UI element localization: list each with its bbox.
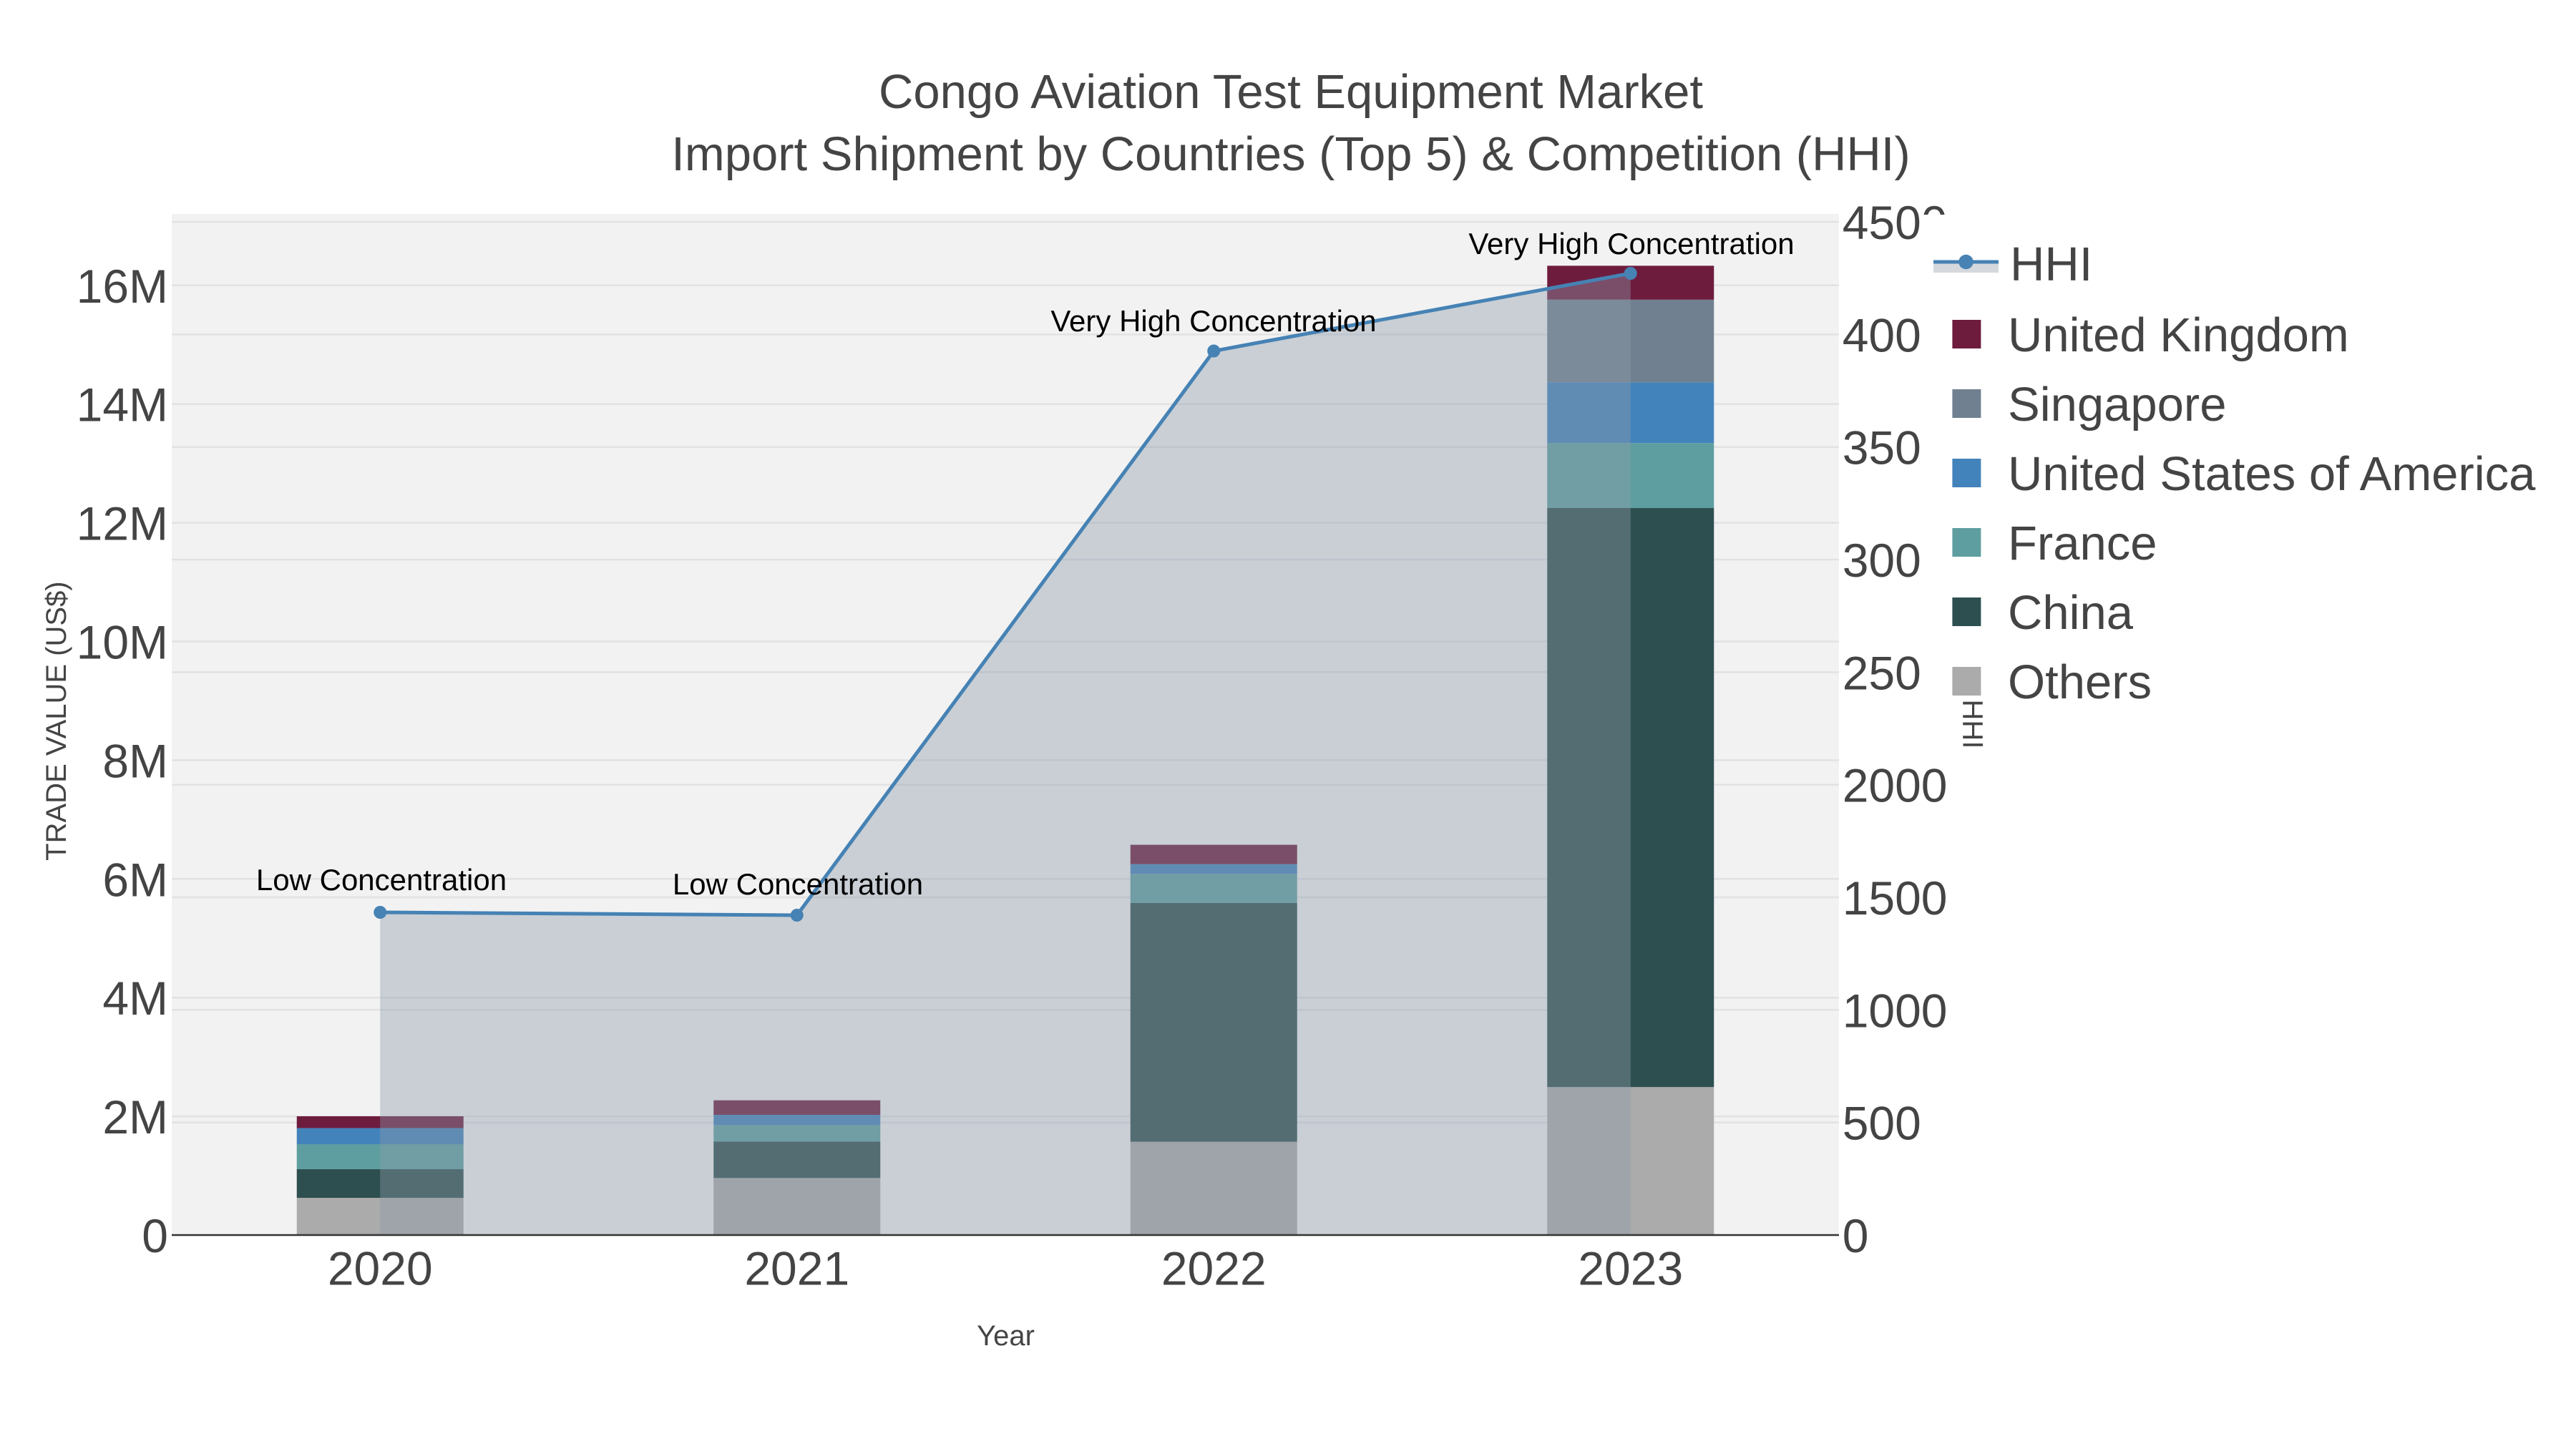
svg-text:2020: 2020 [328, 1241, 433, 1294]
svg-text:United States of America: United States of America [2008, 447, 2536, 501]
svg-text:China: China [2008, 586, 2134, 640]
svg-text:Very High Concentration: Very High Concentration [1468, 227, 1794, 260]
svg-text:Year: Year [977, 1320, 1035, 1352]
svg-text:500: 500 [1843, 1097, 1921, 1150]
svg-text:16M: 16M [77, 260, 168, 313]
svg-text:Low Concentration: Low Concentration [256, 863, 507, 897]
svg-text:Congo Aviation Test Equipment: Congo Aviation Test Equipment Market [879, 65, 1703, 119]
svg-text:HHI: HHI [1957, 700, 1989, 749]
svg-text:14M: 14M [77, 379, 168, 431]
svg-text:0: 0 [1843, 1209, 1869, 1262]
svg-text:France: France [2008, 517, 2157, 570]
svg-text:6M: 6M [102, 853, 168, 906]
svg-text:Very High Concentration: Very High Concentration [1050, 304, 1376, 338]
svg-text:1500: 1500 [1843, 872, 1948, 924]
svg-text:TRADE VALUE (US$): TRADE VALUE (US$) [41, 581, 72, 860]
svg-text:0: 0 [142, 1209, 168, 1262]
svg-text:12M: 12M [77, 497, 168, 550]
svg-text:4M: 4M [102, 972, 168, 1025]
svg-text:1000: 1000 [1843, 984, 1948, 1037]
svg-text:Import Shipment by Countries (: Import Shipment by Countries (Top 5) & C… [671, 127, 1910, 181]
svg-text:10M: 10M [77, 616, 168, 669]
svg-text:Singapore: Singapore [2008, 378, 2226, 431]
svg-text:2023: 2023 [1578, 1241, 1683, 1294]
svg-text:2021: 2021 [744, 1241, 849, 1294]
svg-text:United Kingdom: United Kingdom [2008, 308, 2349, 362]
svg-text:2000: 2000 [1843, 759, 1948, 812]
svg-text:2022: 2022 [1161, 1241, 1267, 1294]
svg-text:2M: 2M [102, 1091, 168, 1143]
svg-text:Low Concentration: Low Concentration [673, 867, 923, 901]
svg-text:8M: 8M [102, 734, 168, 787]
svg-text:Others: Others [2008, 655, 2152, 709]
svg-text:HHI: HHI [2010, 238, 2092, 291]
